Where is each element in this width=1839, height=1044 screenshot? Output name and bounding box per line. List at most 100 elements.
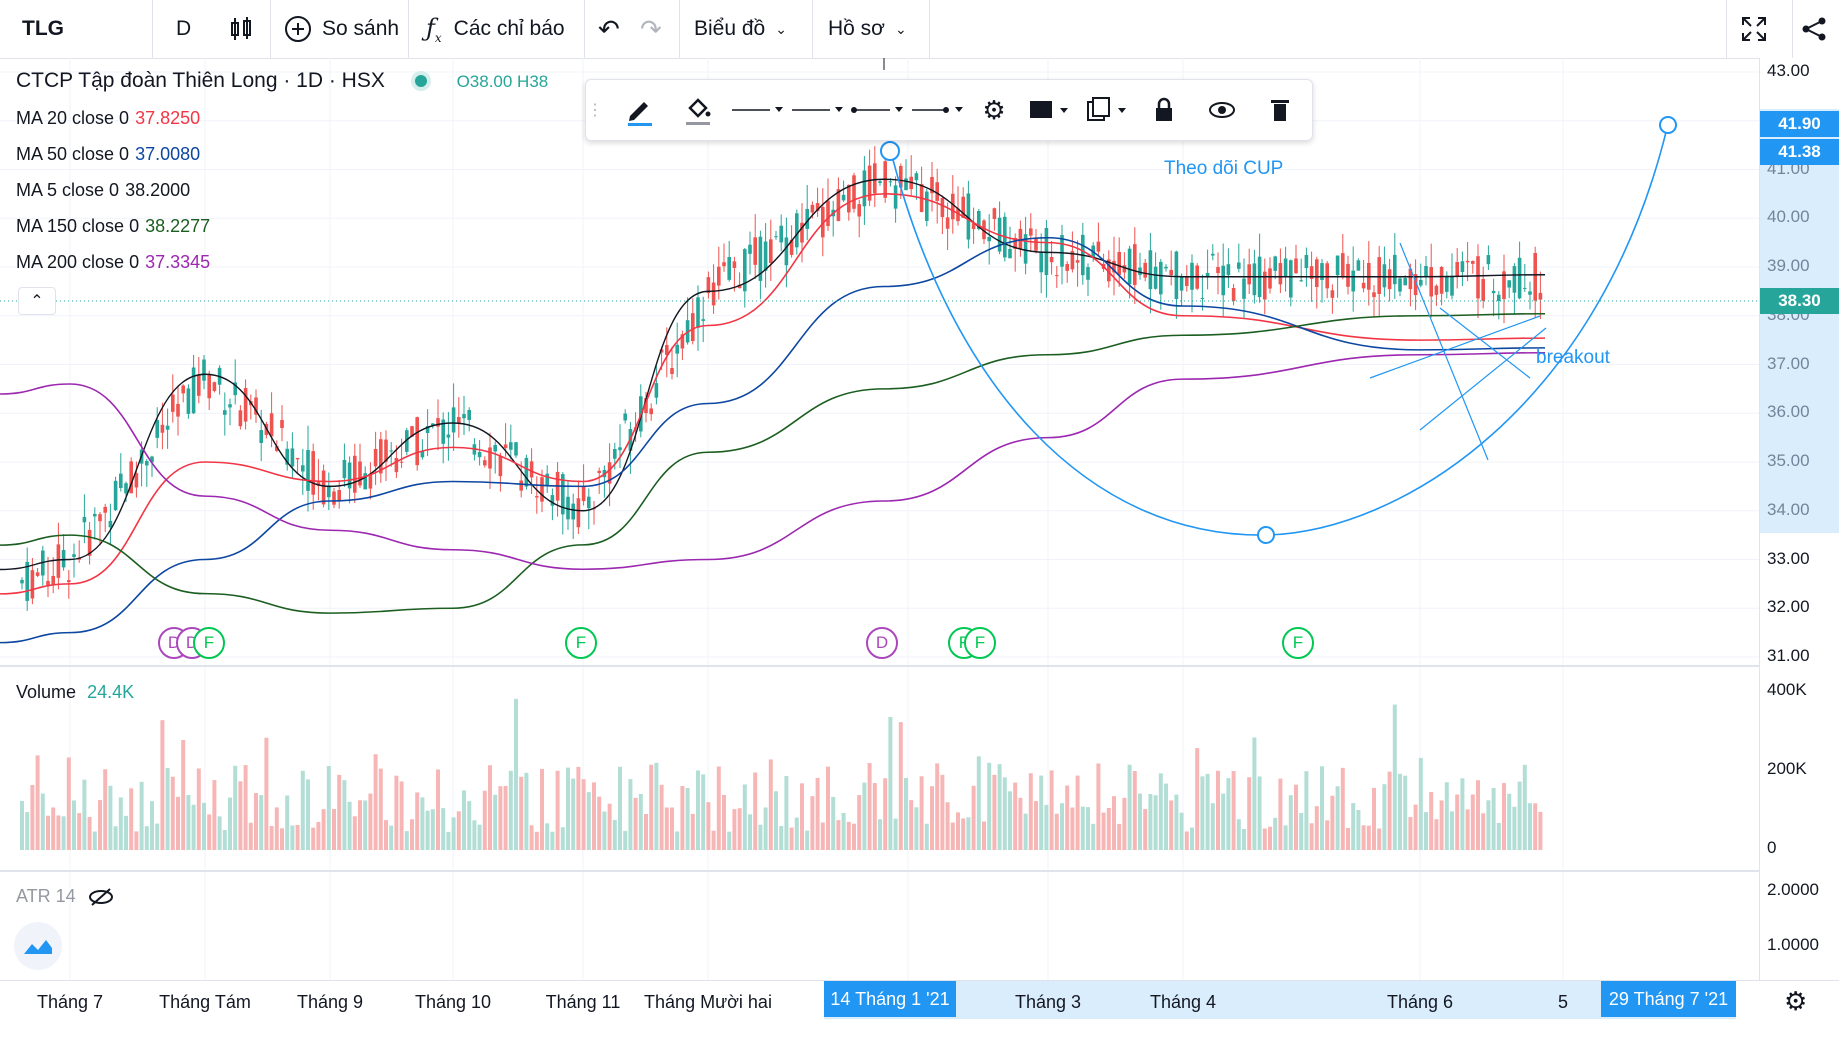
candle-body bbox=[275, 446, 279, 451]
volume-bar bbox=[904, 777, 908, 850]
share-icon[interactable] bbox=[1800, 0, 1828, 58]
volume-bars bbox=[20, 698, 1543, 850]
fill-color-icon[interactable] bbox=[676, 88, 720, 132]
candle-style-icon[interactable] bbox=[228, 0, 254, 58]
earnings-event-marker[interactable]: F bbox=[565, 627, 597, 659]
candle-body bbox=[935, 182, 939, 201]
volume-bar bbox=[862, 782, 867, 850]
volume-bar bbox=[1028, 773, 1033, 850]
volume-bar bbox=[1060, 803, 1064, 850]
volume-bar bbox=[774, 791, 778, 850]
line-width-dropdown[interactable] bbox=[790, 88, 844, 132]
lock-icon[interactable] bbox=[1142, 88, 1186, 132]
volume-bar bbox=[597, 796, 602, 850]
candle-body bbox=[35, 572, 40, 576]
candle-body bbox=[384, 439, 388, 462]
line-end-dropdown[interactable] bbox=[910, 88, 964, 132]
chart-settings-gear-icon[interactable]: ⚙ bbox=[1784, 986, 1808, 1016]
volume-bar bbox=[1424, 812, 1428, 850]
volume-bar bbox=[202, 802, 206, 850]
tradingview-logo[interactable] bbox=[14, 922, 62, 970]
function-icon: ƒx bbox=[426, 13, 442, 45]
cup-handle-point bbox=[1257, 526, 1275, 544]
hidden-eye-icon[interactable] bbox=[87, 886, 115, 906]
chart-menu-button[interactable]: Biểu đồ ⌄ bbox=[694, 0, 787, 58]
chevron-up-icon: ⌃ bbox=[30, 293, 44, 310]
volume-bar bbox=[1002, 777, 1007, 850]
time-axis-label: Tháng 9 bbox=[296, 992, 364, 1012]
volume-bar bbox=[430, 809, 435, 850]
top-toolbar: TLG D So sánh ƒx Các chỉ báo ↶ ↷ Biểu đồ… bbox=[0, 0, 1839, 59]
ma-legend-value: 38.2000 bbox=[125, 180, 191, 200]
candle-body bbox=[644, 398, 648, 414]
channel-line bbox=[1369, 315, 1541, 379]
candle-body bbox=[1153, 266, 1158, 289]
undo-icon[interactable]: ↶ bbox=[598, 13, 620, 44]
volume-bar bbox=[701, 774, 706, 850]
compare-button[interactable]: So sánh bbox=[284, 0, 399, 58]
line-style-dropdown[interactable] bbox=[730, 88, 784, 132]
volume-bar bbox=[810, 796, 815, 850]
candle-body bbox=[446, 434, 451, 438]
volume-bar bbox=[108, 785, 113, 850]
volume-bar bbox=[945, 802, 950, 850]
settings-gear-icon[interactable]: ⚙ bbox=[982, 94, 1006, 125]
last-price-tag: 38.30 bbox=[1760, 288, 1839, 314]
candle-body bbox=[945, 217, 950, 229]
ma-legend-value: 37.8250 bbox=[135, 108, 201, 128]
candle-body bbox=[649, 408, 653, 415]
interval-button[interactable]: D bbox=[176, 17, 192, 40]
earnings-event-marker[interactable]: F bbox=[193, 627, 225, 659]
collapse-legend-button[interactable]: ⌃ bbox=[18, 287, 56, 315]
volume-bar bbox=[290, 825, 295, 850]
candle-body bbox=[1174, 251, 1179, 300]
indicators-label: Các chỉ báo bbox=[453, 17, 565, 40]
price-chart[interactable] bbox=[0, 58, 1759, 980]
dividend-event-marker[interactable]: D bbox=[866, 627, 898, 659]
volume-bar bbox=[378, 768, 383, 850]
candle-body bbox=[269, 413, 274, 437]
volume-bar bbox=[321, 809, 326, 850]
volume-bar bbox=[1210, 803, 1215, 850]
candle-body bbox=[613, 448, 617, 459]
volume-bar bbox=[1164, 783, 1168, 850]
volume-bar bbox=[399, 781, 404, 850]
volume-bar bbox=[1257, 776, 1262, 850]
visibility-eye-icon[interactable] bbox=[1200, 88, 1244, 132]
symbol-search[interactable]: TLG bbox=[22, 17, 64, 40]
volume-bar bbox=[498, 786, 503, 850]
cup-handle-point bbox=[880, 141, 900, 161]
earnings-event-marker[interactable]: F bbox=[964, 627, 996, 659]
candle-body bbox=[457, 416, 461, 425]
fullscreen-icon[interactable] bbox=[1740, 0, 1768, 58]
candle-body bbox=[1517, 257, 1522, 299]
candle-body bbox=[675, 344, 679, 354]
profile-menu-button[interactable]: Hồ sơ ⌄ bbox=[828, 0, 907, 58]
trash-icon[interactable] bbox=[1258, 88, 1302, 132]
volume-bar bbox=[1190, 827, 1194, 850]
time-axis-label: Tháng Mười hai bbox=[644, 992, 772, 1012]
candle-body bbox=[1205, 272, 1210, 277]
volume-bar bbox=[846, 821, 851, 850]
time-axis-label: Tháng 10 bbox=[414, 992, 492, 1012]
candle-body bbox=[1039, 252, 1043, 273]
candle-body bbox=[51, 575, 55, 585]
candle-body bbox=[72, 554, 76, 558]
pencil-icon[interactable] bbox=[618, 88, 662, 132]
pane-separator[interactable] bbox=[0, 870, 1759, 872]
drag-handle-icon[interactable]: ⋮ bbox=[587, 102, 603, 119]
cup-handle-point bbox=[1659, 116, 1677, 134]
ma-line bbox=[0, 312, 1546, 614]
volume-bar bbox=[1018, 797, 1023, 850]
indicators-button[interactable]: ƒx Các chỉ báo bbox=[426, 0, 565, 58]
volume-bar bbox=[420, 797, 425, 850]
candle-body bbox=[1465, 260, 1470, 263]
line-start-dropdown[interactable] bbox=[850, 88, 904, 132]
pane-separator[interactable] bbox=[0, 665, 1759, 667]
clone-icon[interactable] bbox=[1082, 88, 1134, 132]
redo-icon[interactable]: ↷ bbox=[640, 13, 662, 44]
template-icon[interactable] bbox=[1024, 88, 1076, 132]
earnings-event-marker[interactable]: F bbox=[1282, 627, 1314, 659]
candle-body bbox=[987, 236, 991, 242]
candle-body bbox=[1330, 290, 1335, 298]
